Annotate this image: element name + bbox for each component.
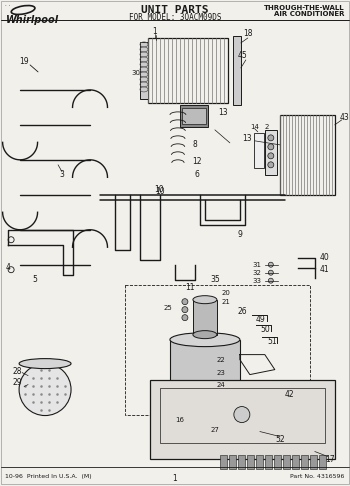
Bar <box>220 454 227 469</box>
Bar <box>148 38 228 103</box>
Bar <box>265 454 272 469</box>
Text: 35: 35 <box>210 275 220 284</box>
Text: 18: 18 <box>243 30 253 38</box>
Text: UNIT PARTS: UNIT PARTS <box>141 5 209 15</box>
Ellipse shape <box>170 408 240 421</box>
Ellipse shape <box>193 295 217 304</box>
Bar <box>265 130 277 175</box>
Bar <box>229 454 236 469</box>
Text: 5: 5 <box>33 275 37 284</box>
Text: 21: 21 <box>222 299 230 305</box>
Text: 17: 17 <box>325 455 335 464</box>
Circle shape <box>8 237 14 243</box>
Circle shape <box>268 278 273 283</box>
Bar <box>256 454 263 469</box>
Ellipse shape <box>193 330 217 339</box>
Text: 20: 20 <box>222 290 230 295</box>
Text: 13: 13 <box>218 108 228 118</box>
Circle shape <box>182 314 188 321</box>
Circle shape <box>182 307 188 312</box>
Text: 23: 23 <box>216 369 225 376</box>
Bar <box>233 36 241 105</box>
Text: Whirlpool: Whirlpool <box>6 16 59 25</box>
Text: 30: 30 <box>132 70 140 76</box>
Text: 40: 40 <box>320 253 330 262</box>
Circle shape <box>268 144 274 150</box>
Text: · ·: · · <box>5 3 10 8</box>
Bar <box>283 454 290 469</box>
Text: 33: 33 <box>252 278 261 284</box>
Text: 8: 8 <box>193 140 197 149</box>
Text: 27: 27 <box>210 427 219 433</box>
Circle shape <box>268 262 273 267</box>
Text: 25: 25 <box>163 305 172 311</box>
Text: 1: 1 <box>153 28 157 36</box>
Text: 49: 49 <box>256 315 266 324</box>
Text: FOR MODEL: 3QACM09DS: FOR MODEL: 3QACM09DS <box>129 13 221 22</box>
Text: 4: 4 <box>6 263 10 272</box>
Text: 14: 14 <box>250 124 259 130</box>
Text: 22: 22 <box>217 357 225 363</box>
Text: 9: 9 <box>237 230 242 239</box>
Text: 28: 28 <box>12 367 22 376</box>
Bar <box>182 108 206 124</box>
Circle shape <box>8 267 14 273</box>
Text: 51: 51 <box>267 337 276 346</box>
Circle shape <box>268 162 274 168</box>
Bar <box>125 285 310 415</box>
Ellipse shape <box>170 332 240 347</box>
Bar <box>280 115 335 195</box>
Circle shape <box>268 135 274 141</box>
Text: 42: 42 <box>285 390 295 399</box>
Bar <box>140 42 148 99</box>
Bar <box>247 454 254 469</box>
Bar <box>292 454 299 469</box>
Text: 10: 10 <box>154 185 164 194</box>
Text: THROUGH-THE-WALL: THROUGH-THE-WALL <box>264 5 345 11</box>
Text: 31: 31 <box>252 262 261 268</box>
Bar <box>193 300 217 335</box>
Text: 16: 16 <box>175 417 184 422</box>
Text: 52: 52 <box>275 435 285 444</box>
Bar <box>170 340 240 415</box>
Text: 29: 29 <box>12 378 22 387</box>
Circle shape <box>268 153 274 159</box>
Text: 24: 24 <box>217 382 225 387</box>
Bar <box>160 387 325 443</box>
Text: 11: 11 <box>185 283 195 292</box>
Text: 10-96  Printed In U.S.A.  (M): 10-96 Printed In U.S.A. (M) <box>5 474 92 480</box>
Text: 3: 3 <box>60 170 64 179</box>
Bar <box>150 380 335 459</box>
Text: 19: 19 <box>19 57 29 67</box>
Text: 45: 45 <box>238 52 248 60</box>
Text: 26: 26 <box>237 307 247 316</box>
Text: 12: 12 <box>192 157 202 166</box>
Circle shape <box>268 270 273 275</box>
Bar <box>194 417 216 426</box>
Text: 13: 13 <box>242 134 252 143</box>
Bar <box>274 454 281 469</box>
Circle shape <box>19 364 71 416</box>
Text: 1: 1 <box>173 474 177 484</box>
Bar <box>254 133 264 168</box>
Circle shape <box>182 299 188 305</box>
Text: 43: 43 <box>340 113 350 122</box>
Text: Part No. 4316596: Part No. 4316596 <box>290 474 345 480</box>
Bar <box>301 454 308 469</box>
Bar <box>180 105 208 127</box>
Text: 32: 32 <box>252 270 261 276</box>
Text: 6: 6 <box>195 170 200 179</box>
Bar <box>238 454 245 469</box>
Bar <box>319 454 326 469</box>
Text: 2: 2 <box>265 124 269 130</box>
Ellipse shape <box>19 359 71 368</box>
Text: 50: 50 <box>260 325 270 334</box>
Text: 10: 10 <box>155 187 165 196</box>
Bar <box>310 454 317 469</box>
Circle shape <box>234 407 250 422</box>
Text: AIR CONDITIONER: AIR CONDITIONER <box>274 11 345 17</box>
Text: 41: 41 <box>320 265 330 274</box>
